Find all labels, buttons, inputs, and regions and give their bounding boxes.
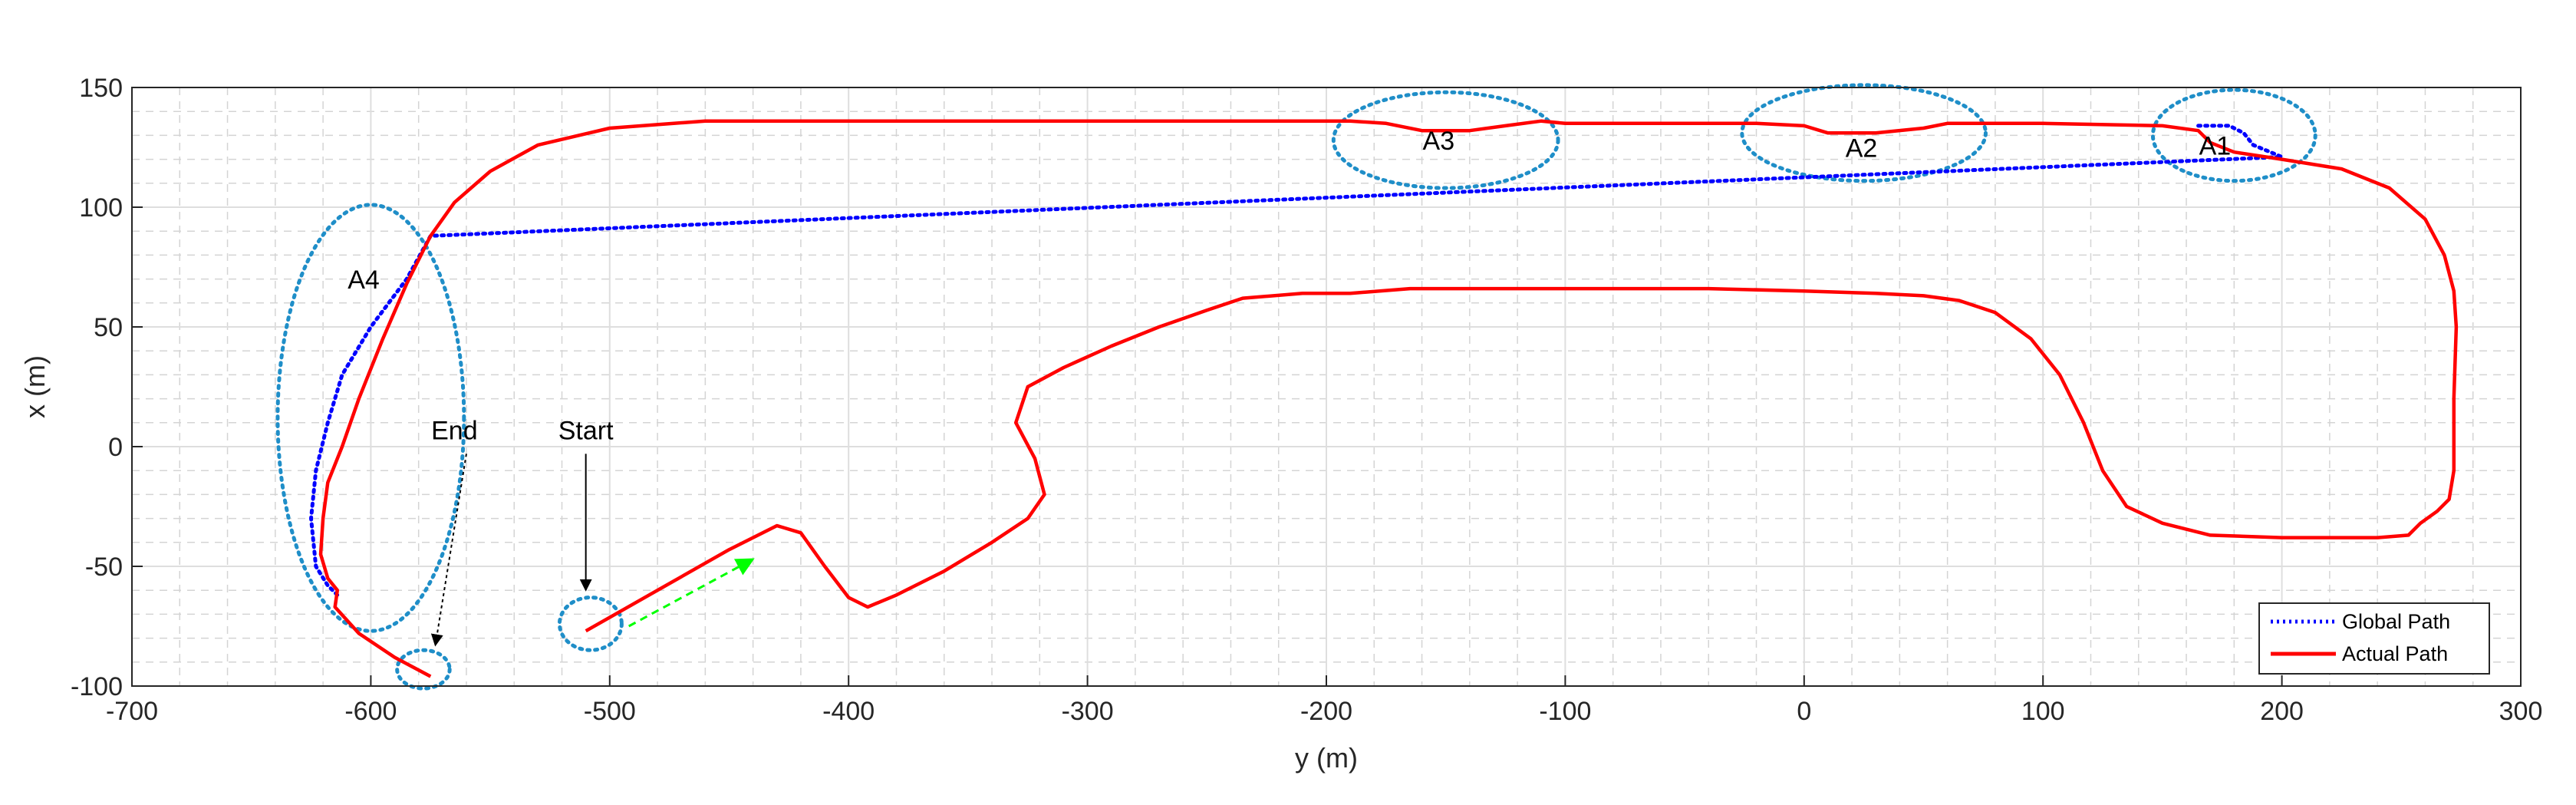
y-tick-label: -50 bbox=[85, 553, 123, 582]
direction-arrow bbox=[628, 558, 755, 628]
x-tick-label: 200 bbox=[2260, 697, 2304, 726]
series-global-path bbox=[309, 124, 2284, 597]
x-tick-label: -700 bbox=[106, 697, 158, 726]
annotation-end: End bbox=[431, 417, 478, 446]
x-tick-label: -500 bbox=[584, 697, 636, 726]
legend-label-global-path: Global Path bbox=[2342, 610, 2450, 633]
legend-label-actual-path: Actual Path bbox=[2342, 642, 2448, 665]
highlight-ellipse-a2 bbox=[1740, 83, 1988, 183]
highlight-ellipse-a1 bbox=[2150, 87, 2317, 183]
annotation-arrows bbox=[430, 454, 755, 647]
x-tick-label: -400 bbox=[822, 697, 875, 726]
y-tick-label: 50 bbox=[94, 313, 123, 342]
y-axis-label: x (m) bbox=[19, 355, 51, 418]
x-tick-label: 300 bbox=[2499, 697, 2543, 726]
annotation-a2: A2 bbox=[1846, 134, 1878, 163]
series-actual-path bbox=[318, 119, 2459, 678]
x-axis-ticks: -700 -600 -500 -400 -300 -200 -100 0 100 200 300 bbox=[106, 675, 2542, 726]
highlight-ellipses bbox=[275, 83, 2317, 691]
x-tick-label: -200 bbox=[1300, 697, 1352, 726]
end-arrow bbox=[430, 454, 467, 647]
legend: Global Path Actual Path bbox=[2258, 602, 2490, 675]
x-tick-label: 0 bbox=[1797, 697, 1811, 726]
highlight-ellipse-a4 bbox=[275, 203, 466, 633]
x-tick-label: 100 bbox=[2021, 697, 2065, 726]
annotation-a4: A4 bbox=[348, 266, 380, 295]
y-tick-label: 100 bbox=[79, 193, 123, 223]
x-tick-label: -100 bbox=[1539, 697, 1591, 726]
annotation-a1: A1 bbox=[2199, 131, 2232, 160]
y-axis-ticks: -100 -50 0 50 100 150 bbox=[71, 74, 143, 701]
highlight-ellipse-a3 bbox=[1331, 90, 1560, 190]
highlight-ellipse-end bbox=[395, 648, 452, 691]
series-layer bbox=[309, 119, 2459, 678]
x-tick-label: -600 bbox=[344, 697, 397, 726]
highlight-ellipse-start bbox=[557, 596, 624, 652]
y-tick-label: 0 bbox=[108, 433, 123, 462]
annotation-labels: A1 A2 A3 A4 End Start bbox=[348, 127, 2231, 446]
y-tick-label: -100 bbox=[71, 672, 123, 701]
annotation-a3: A3 bbox=[1423, 127, 1455, 156]
x-tick-label: -300 bbox=[1062, 697, 1114, 726]
x-axis-label: y (m) bbox=[1295, 742, 1358, 774]
annotation-start: Start bbox=[558, 417, 614, 446]
y-tick-label: 150 bbox=[79, 74, 123, 103]
legend-box bbox=[2258, 602, 2490, 675]
